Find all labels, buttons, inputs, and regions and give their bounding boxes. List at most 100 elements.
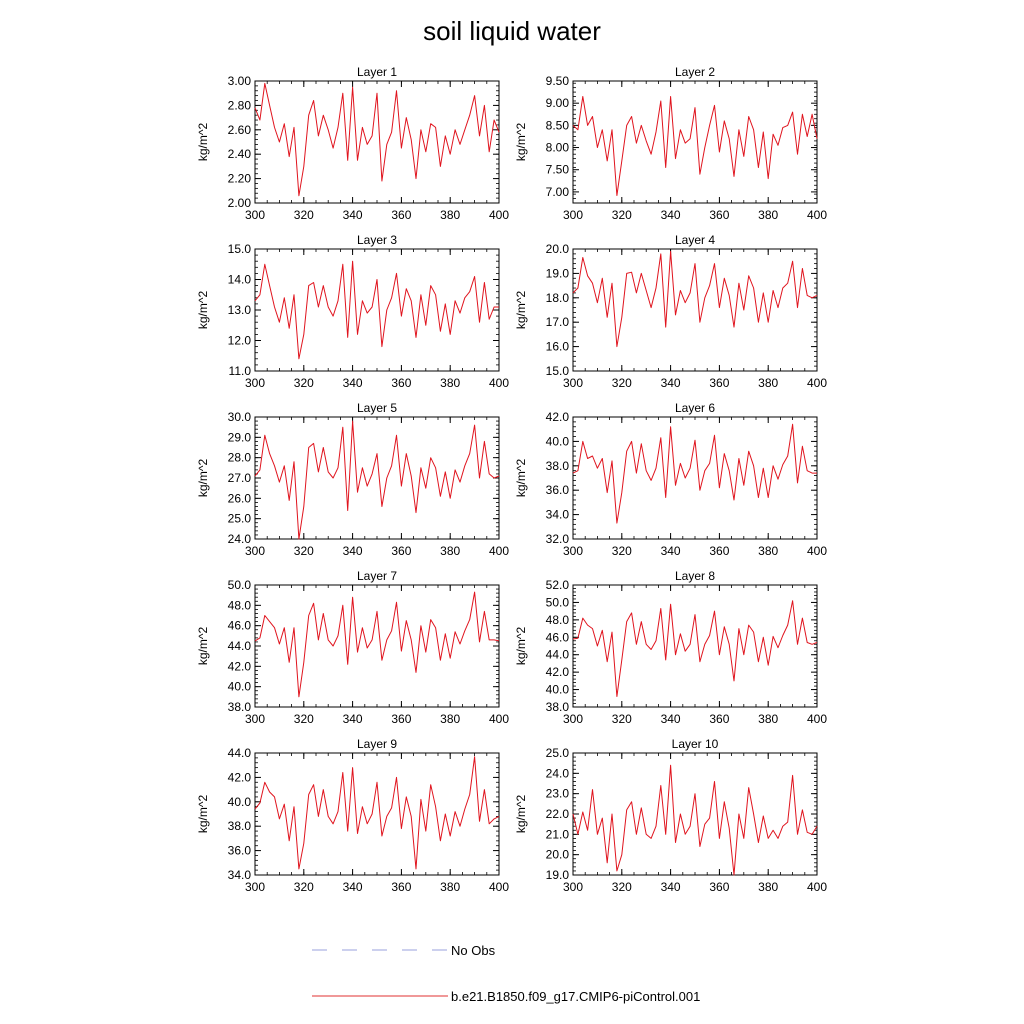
y-axis-label: kg/m^2 [514, 123, 528, 162]
x-tick-label: 320 [294, 712, 314, 726]
series-line [254, 82, 500, 197]
x-tick-label: 320 [294, 880, 314, 894]
panel-title: Layer 3 [357, 233, 397, 247]
panel-9: Layer 9 34.0 36.0 38.0 40.0 42.0 44.0 300 320 340… [196, 737, 509, 894]
y-tick-label: 30.0 [228, 410, 252, 424]
panel-title: Layer 9 [357, 737, 397, 751]
y-tick-label: 15.0 [546, 364, 570, 378]
panel-title: Layer 4 [675, 233, 715, 247]
y-axis-label: kg/m^2 [196, 123, 210, 162]
y-tick-label: 36.0 [546, 483, 570, 497]
y-tick-label: 2.60 [228, 123, 252, 137]
series-line [572, 764, 818, 876]
y-tick-label: 48.0 [546, 613, 570, 627]
x-tick-label: 360 [709, 208, 729, 222]
x-tick-label: 400 [807, 712, 827, 726]
series-line [572, 423, 817, 524]
x-tick-label: 360 [391, 712, 411, 726]
x-tick-label: 380 [758, 544, 778, 558]
y-tick-label: 44.0 [546, 648, 570, 662]
series-line [572, 96, 818, 196]
y-tick-label: 44.0 [228, 746, 252, 760]
x-tick-label: 320 [294, 208, 314, 222]
y-tick-label: 2.40 [228, 147, 252, 161]
y-tick-label: 12.0 [228, 334, 252, 348]
y-tick-label: 9.00 [546, 96, 570, 110]
legend-label-2: b.e21.B1850.f09_g17.CMIP6-piControl.001 [451, 989, 700, 1004]
y-axis-label: kg/m^2 [514, 795, 528, 834]
x-tick-label: 300 [245, 376, 265, 390]
y-tick-label: 18.0 [546, 291, 570, 305]
panel-10: Layer 10 19.0 20.0 21.0 22.0 23.0 24.0 25.0 300 3… [514, 737, 827, 894]
y-tick-label: 40.0 [228, 680, 252, 694]
x-tick-label: 340 [661, 208, 681, 222]
y-tick-label: 24.0 [228, 532, 252, 546]
x-tick-label: 380 [440, 208, 460, 222]
x-tick-label: 380 [758, 712, 778, 726]
y-axis-label: kg/m^2 [196, 627, 210, 666]
x-tick-label: 360 [391, 544, 411, 558]
panel-title: Layer 6 [675, 401, 715, 415]
y-tick-label: 16.0 [546, 340, 570, 354]
x-tick-label: 300 [563, 376, 583, 390]
x-tick-label: 320 [294, 376, 314, 390]
y-tick-label: 2.20 [228, 172, 252, 186]
y-tick-label: 46.0 [546, 630, 570, 644]
panel-title: Layer 8 [675, 569, 715, 583]
y-tick-label: 34.0 [546, 508, 570, 522]
y-tick-label: 25.0 [546, 746, 570, 760]
y-tick-label: 40.0 [546, 434, 570, 448]
panel-2: Layer 2 7.00 7.50 8.00 8.50 9.00 9.50 300 320 340… [514, 65, 827, 222]
y-tick-label: 27.0 [228, 471, 252, 485]
y-tick-label: 13.0 [228, 303, 252, 317]
x-tick-label: 400 [489, 880, 509, 894]
y-tick-label: 38.0 [228, 700, 252, 714]
y-tick-label: 42.0 [228, 659, 252, 673]
y-tick-label: 50.0 [546, 595, 570, 609]
y-tick-label: 50.0 [228, 578, 252, 592]
x-tick-label: 340 [661, 712, 681, 726]
x-tick-label: 360 [391, 376, 411, 390]
x-tick-label: 360 [709, 376, 729, 390]
x-tick-label: 360 [391, 880, 411, 894]
x-tick-label: 300 [563, 880, 583, 894]
chart-title: soil liquid water [423, 16, 601, 46]
y-tick-label: 15.0 [228, 242, 252, 256]
x-tick-label: 360 [709, 880, 729, 894]
panel-3: Layer 3 11.0 12.0 13.0 14.0 15.0 300 320 340 360 3… [196, 233, 509, 390]
panel-5: Layer 5 24.0 25.0 26.0 27.0 28.0 29.0 30.0 300 32… [196, 401, 509, 558]
x-tick-label: 400 [489, 376, 509, 390]
x-tick-label: 360 [391, 208, 411, 222]
x-tick-label: 340 [343, 544, 363, 558]
y-tick-label: 42.0 [546, 410, 570, 424]
y-tick-label: 20.0 [546, 848, 570, 862]
panel-6: Layer 6 32.0 34.0 36.0 38.0 40.0 42.0 300 320 340… [514, 401, 827, 558]
x-tick-label: 340 [661, 376, 681, 390]
y-tick-label: 7.00 [546, 185, 570, 199]
y-tick-label: 11.0 [229, 364, 252, 378]
y-axis-label: kg/m^2 [514, 627, 528, 666]
legend-label-1: No Obs [451, 943, 496, 958]
y-tick-label: 22.0 [546, 807, 570, 821]
x-tick-label: 320 [612, 880, 632, 894]
y-tick-label: 2.00 [228, 196, 252, 210]
x-tick-label: 320 [294, 544, 314, 558]
y-tick-label: 38.0 [546, 700, 570, 714]
y-axis-label: kg/m^2 [514, 291, 528, 330]
x-tick-label: 400 [807, 376, 827, 390]
x-tick-label: 300 [245, 712, 265, 726]
x-tick-label: 400 [489, 712, 509, 726]
y-axis-label: kg/m^2 [196, 291, 210, 330]
panel-4: Layer 4 15.0 16.0 17.0 18.0 19.0 20.0 300 320 340… [514, 233, 827, 390]
series-line [254, 260, 499, 360]
x-tick-label: 340 [661, 544, 681, 558]
y-tick-label: 21.0 [546, 827, 570, 841]
x-tick-label: 340 [343, 376, 363, 390]
plot-frame [572, 752, 818, 876]
x-tick-label: 380 [758, 208, 778, 222]
x-tick-label: 400 [807, 208, 827, 222]
series-line [572, 600, 818, 697]
legend: No Obs b.e21.B1850.f09_g17.CMIP6-piContro… [312, 943, 700, 1004]
y-tick-label: 28.0 [228, 451, 252, 465]
x-tick-label: 320 [612, 208, 632, 222]
